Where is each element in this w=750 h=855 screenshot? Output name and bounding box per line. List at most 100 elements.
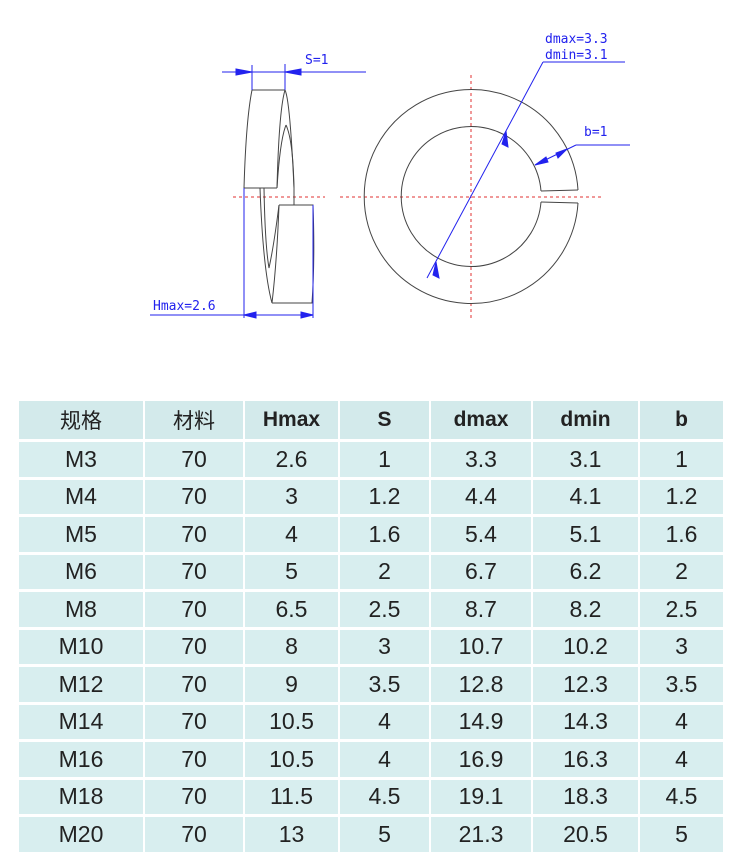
cell-material: 70 <box>145 817 243 852</box>
cell-dmin: 8.2 <box>533 592 638 627</box>
table-row: M14 70 10.5 4 14.9 14.3 4 <box>19 704 723 739</box>
cell-dmax: 21.3 <box>431 817 531 852</box>
cell-hmax: 2.6 <box>245 442 338 477</box>
cell-hmax: 4 <box>245 517 338 552</box>
dmin-dimension-label: dmin=3.1 <box>545 48 608 63</box>
cell-dmin: 6.2 <box>533 554 638 589</box>
cell-dmin: 16.3 <box>533 742 638 777</box>
cell-s: 3 <box>340 629 429 664</box>
cell-dmin: 10.2 <box>533 629 638 664</box>
cell-dmax: 8.7 <box>431 592 531 627</box>
cell-spec: M10 <box>19 629 143 664</box>
cell-b: 3.5 <box>640 667 723 702</box>
cell-material: 70 <box>145 442 243 477</box>
header-hmax: Hmax <box>245 401 338 439</box>
cell-s: 3.5 <box>340 667 429 702</box>
cell-hmax: 10.5 <box>245 742 338 777</box>
cell-s: 1.6 <box>340 517 429 552</box>
table-row: M18 70 11.5 4.5 19.1 18.3 4.5 <box>19 779 723 814</box>
cell-s: 1 <box>340 442 429 477</box>
washer-side-view <box>243 89 315 304</box>
cell-dmin: 12.3 <box>533 667 638 702</box>
cell-hmax: 8 <box>245 629 338 664</box>
cell-dmax: 10.7 <box>431 629 531 664</box>
cell-material: 70 <box>145 742 243 777</box>
cell-material: 70 <box>145 667 243 702</box>
cell-material: 70 <box>145 629 243 664</box>
cell-spec: M18 <box>19 779 143 814</box>
cell-b: 1.6 <box>640 517 723 552</box>
header-dmax: dmax <box>431 401 531 439</box>
cell-b: 2 <box>640 554 723 589</box>
cell-spec: M14 <box>19 704 143 739</box>
header-material: 材料 <box>145 401 243 439</box>
cell-dmin: 18.3 <box>533 779 638 814</box>
hmax-dimension-label: Hmax=2.6 <box>153 299 216 314</box>
cell-hmax: 5 <box>245 554 338 589</box>
cell-hmax: 10.5 <box>245 704 338 739</box>
cell-s: 1.2 <box>340 479 429 514</box>
table-row: M16 70 10.5 4 16.9 16.3 4 <box>19 742 723 777</box>
cell-hmax: 11.5 <box>245 779 338 814</box>
cell-dmax: 14.9 <box>431 704 531 739</box>
centerlines <box>233 75 603 320</box>
cell-spec: M4 <box>19 479 143 514</box>
s-dimension-label: S=1 <box>305 53 328 68</box>
table-row: M12 70 9 3.5 12.8 12.3 3.5 <box>19 667 723 702</box>
cell-dmax: 16.9 <box>431 742 531 777</box>
cell-b: 3 <box>640 629 723 664</box>
cell-material: 70 <box>145 517 243 552</box>
cell-dmax: 5.4 <box>431 517 531 552</box>
cell-spec: M12 <box>19 667 143 702</box>
cell-dmax: 4.4 <box>431 479 531 514</box>
cell-dmax: 6.7 <box>431 554 531 589</box>
cell-spec: M6 <box>19 554 143 589</box>
header-spec: 规格 <box>19 401 143 439</box>
table-row: M10 70 8 3 10.7 10.2 3 <box>19 629 723 664</box>
cell-b: 5 <box>640 817 723 852</box>
cell-hmax: 6.5 <box>245 592 338 627</box>
table-header-row: 规格 材料 Hmax S dmax dmin b <box>19 401 723 439</box>
cell-hmax: 13 <box>245 817 338 852</box>
cell-material: 70 <box>145 554 243 589</box>
cell-hmax: 3 <box>245 479 338 514</box>
cell-b: 4 <box>640 742 723 777</box>
cell-spec: M20 <box>19 817 143 852</box>
table-row: M5 70 4 1.6 5.4 5.1 1.6 <box>19 517 723 552</box>
spring-washer-drawing: S=1 Hmax=2.6 dmax=3.3 dmin=3.1 b=1 <box>150 32 630 320</box>
cell-b: 1 <box>640 442 723 477</box>
dmax-dimension-label: dmax=3.3 <box>545 32 608 47</box>
cell-material: 70 <box>145 592 243 627</box>
cell-hmax: 9 <box>245 667 338 702</box>
cell-s: 4.5 <box>340 779 429 814</box>
cell-dmax: 3.3 <box>431 442 531 477</box>
b-dimension-label: b=1 <box>584 125 607 140</box>
cell-b: 2.5 <box>640 592 723 627</box>
cell-s: 4 <box>340 742 429 777</box>
cell-spec: M5 <box>19 517 143 552</box>
cell-b: 1.2 <box>640 479 723 514</box>
cell-b: 4 <box>640 704 723 739</box>
table-row: M20 70 13 5 21.3 20.5 5 <box>19 817 723 852</box>
cell-s: 2.5 <box>340 592 429 627</box>
cell-spec: M16 <box>19 742 143 777</box>
header-b: b <box>640 401 723 439</box>
cell-dmin: 3.1 <box>533 442 638 477</box>
table-row: M8 70 6.5 2.5 8.7 8.2 2.5 <box>19 592 723 627</box>
cell-spec: M8 <box>19 592 143 627</box>
header-dmin: dmin <box>533 401 638 439</box>
dimension-lines <box>150 61 630 319</box>
cell-dmin: 5.1 <box>533 517 638 552</box>
cell-s: 5 <box>340 817 429 852</box>
cell-dmin: 20.5 <box>533 817 638 852</box>
table-row: M3 70 2.6 1 3.3 3.1 1 <box>19 442 723 477</box>
cell-b: 4.5 <box>640 779 723 814</box>
cell-dmax: 12.8 <box>431 667 531 702</box>
cell-material: 70 <box>145 779 243 814</box>
table-row: M6 70 5 2 6.7 6.2 2 <box>19 554 723 589</box>
cell-material: 70 <box>145 704 243 739</box>
cell-dmax: 19.1 <box>431 779 531 814</box>
cell-s: 4 <box>340 704 429 739</box>
table-row: M4 70 3 1.2 4.4 4.1 1.2 <box>19 479 723 514</box>
cell-dmin: 14.3 <box>533 704 638 739</box>
